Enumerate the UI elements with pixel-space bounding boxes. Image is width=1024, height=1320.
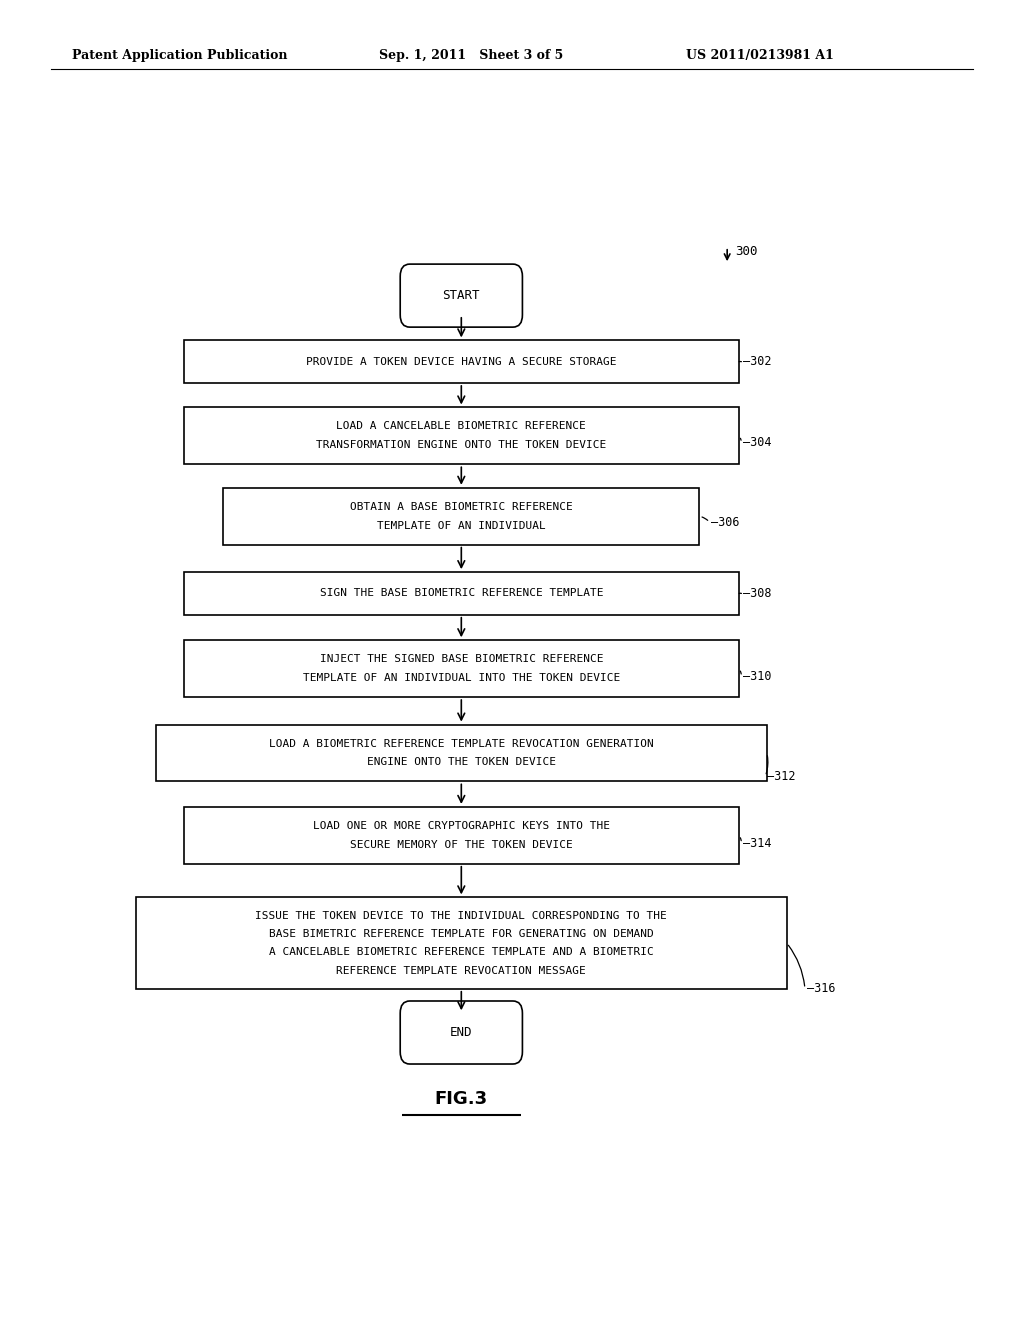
Bar (183, 341, 739, 383)
Text: LOAD ONE OR MORE CRYPTOGRAPHIC KEYS INTO THE: LOAD ONE OR MORE CRYPTOGRAPHIC KEYS INTO… (312, 821, 610, 830)
Bar (223, 487, 699, 545)
FancyBboxPatch shape (400, 264, 522, 327)
Text: US 2011/0213981 A1: US 2011/0213981 A1 (686, 49, 834, 62)
Text: —308: —308 (743, 587, 771, 599)
Text: Sep. 1, 2011   Sheet 3 of 5: Sep. 1, 2011 Sheet 3 of 5 (379, 49, 563, 62)
Text: START: START (442, 289, 480, 302)
Bar (156, 725, 767, 781)
Text: ENGINE ONTO THE TOKEN DEVICE: ENGINE ONTO THE TOKEN DEVICE (367, 758, 556, 767)
Text: Patent Application Publication: Patent Application Publication (72, 49, 287, 62)
Text: —304: —304 (743, 437, 771, 450)
Text: REFERENCE TEMPLATE REVOCATION MESSAGE: REFERENCE TEMPLATE REVOCATION MESSAGE (337, 965, 586, 975)
Text: —302: —302 (743, 355, 771, 368)
Text: LOAD A BIOMETRIC REFERENCE TEMPLATE REVOCATION GENERATION: LOAD A BIOMETRIC REFERENCE TEMPLATE REVO… (269, 738, 653, 748)
Text: END: END (451, 1026, 472, 1039)
Bar (136, 898, 786, 989)
Text: TEMPLATE OF AN INDIVIDUAL: TEMPLATE OF AN INDIVIDUAL (377, 520, 546, 531)
Text: FIG.3: FIG.3 (435, 1089, 487, 1107)
Text: A CANCELABLE BIOMETRIC REFERENCE TEMPLATE AND A BIOMETRIC: A CANCELABLE BIOMETRIC REFERENCE TEMPLAT… (269, 948, 653, 957)
Bar (183, 572, 739, 615)
FancyBboxPatch shape (400, 1001, 522, 1064)
Text: PROVIDE A TOKEN DEVICE HAVING A SECURE STORAGE: PROVIDE A TOKEN DEVICE HAVING A SECURE S… (306, 356, 616, 367)
Text: LOAD A CANCELABLE BIOMETRIC REFERENCE: LOAD A CANCELABLE BIOMETRIC REFERENCE (337, 421, 586, 432)
Text: BASE BIMETRIC REFERENCE TEMPLATE FOR GENERATING ON DEMAND: BASE BIMETRIC REFERENCE TEMPLATE FOR GEN… (269, 929, 653, 939)
Text: —310: —310 (743, 671, 771, 684)
Text: 300: 300 (735, 246, 758, 259)
Text: OBTAIN A BASE BIOMETRIC REFERENCE: OBTAIN A BASE BIOMETRIC REFERENCE (350, 502, 572, 512)
Text: TEMPLATE OF AN INDIVIDUAL INTO THE TOKEN DEVICE: TEMPLATE OF AN INDIVIDUAL INTO THE TOKEN… (303, 673, 620, 684)
Text: SIGN THE BASE BIOMETRIC REFERENCE TEMPLATE: SIGN THE BASE BIOMETRIC REFERENCE TEMPLA… (319, 589, 603, 598)
Text: INJECT THE SIGNED BASE BIOMETRIC REFERENCE: INJECT THE SIGNED BASE BIOMETRIC REFEREN… (319, 655, 603, 664)
Text: —312: —312 (767, 770, 796, 783)
Text: —306: —306 (712, 516, 739, 529)
Text: TRANSFORMATION ENGINE ONTO THE TOKEN DEVICE: TRANSFORMATION ENGINE ONTO THE TOKEN DEV… (316, 441, 606, 450)
Text: —314: —314 (743, 837, 771, 850)
Text: SECURE MEMORY OF THE TOKEN DEVICE: SECURE MEMORY OF THE TOKEN DEVICE (350, 840, 572, 850)
Text: —316: —316 (807, 982, 835, 995)
Bar (183, 807, 739, 863)
Bar (183, 408, 739, 465)
Bar (183, 640, 739, 697)
Text: ISSUE THE TOKEN DEVICE TO THE INDIVIDUAL CORRESPONDING TO THE: ISSUE THE TOKEN DEVICE TO THE INDIVIDUAL… (255, 911, 668, 920)
